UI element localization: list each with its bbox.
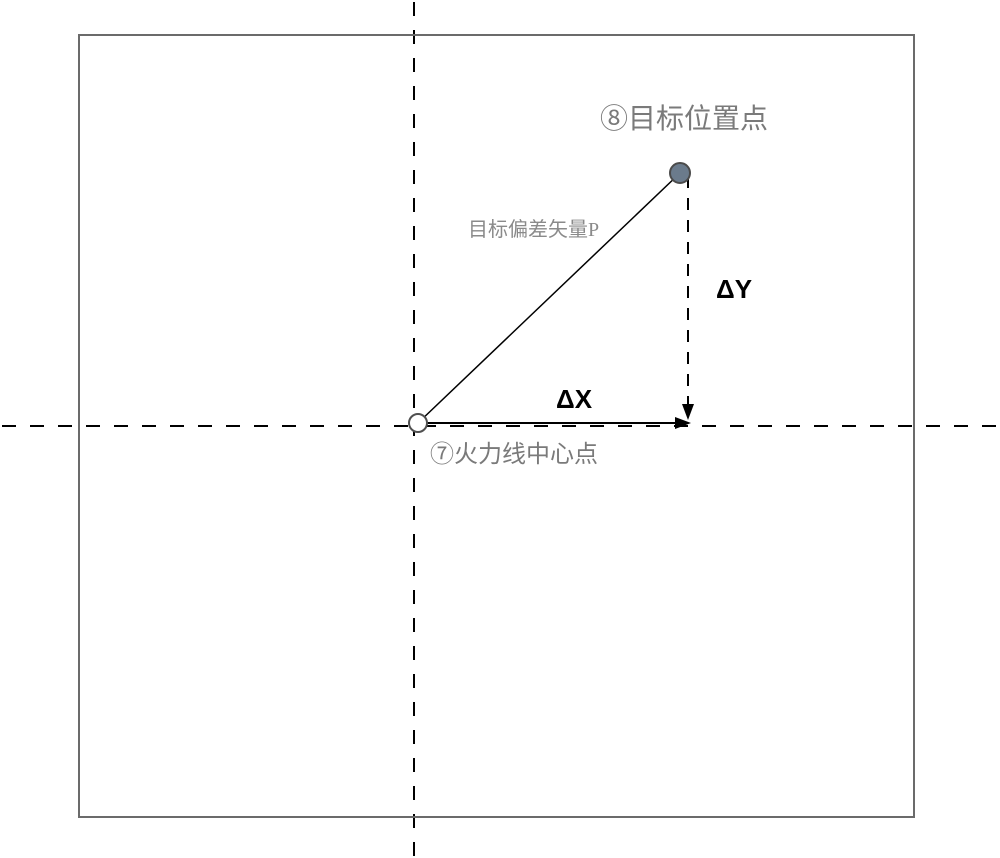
target-position-point (670, 163, 690, 183)
target-point-label: ⑧目标位置点 (600, 103, 768, 135)
deviation-vector-label: 目标偏差矢量P (468, 218, 599, 241)
deviation-vector (418, 173, 680, 423)
delta-y-arrowhead (682, 404, 694, 420)
delta-x-label: ΔX (556, 384, 593, 414)
center-point-label: ⑦火力线中心点 (430, 441, 598, 468)
fireline-center-point (409, 414, 427, 432)
delta-x-arrowhead (675, 417, 691, 429)
delta-y-label: ΔY (716, 274, 752, 304)
